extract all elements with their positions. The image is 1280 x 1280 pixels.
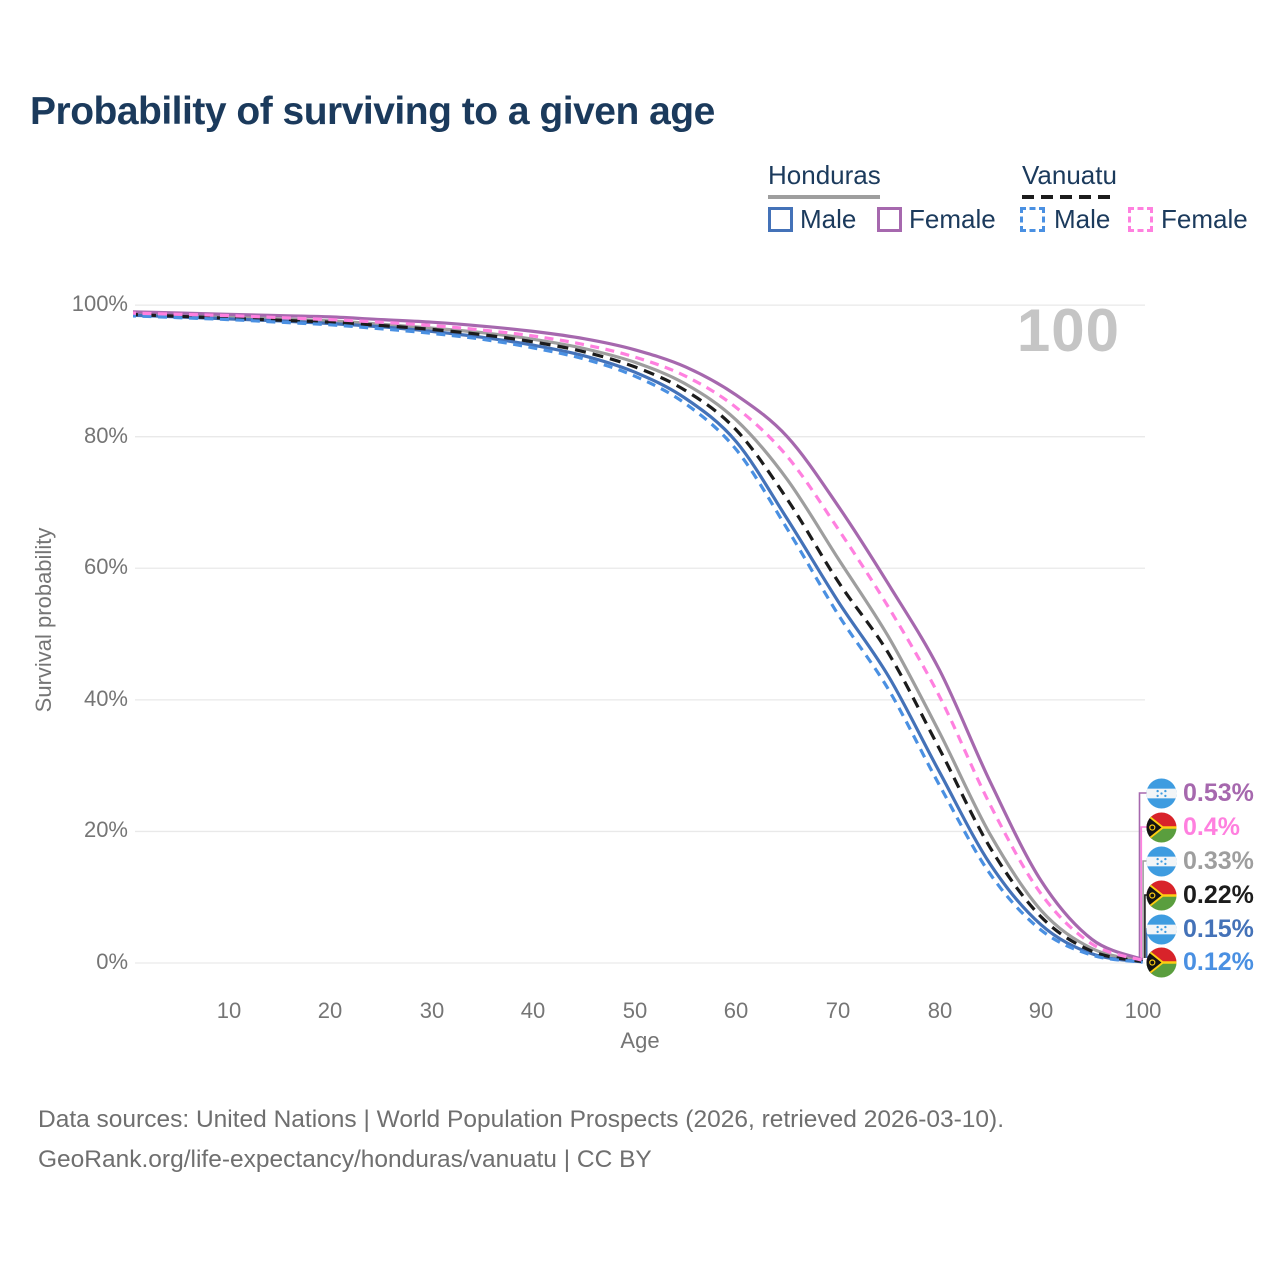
vanuatu-flag-icon [1146, 879, 1177, 911]
series-line-honduras-female[interactable] [127, 310, 1144, 962]
end-value: 0.12% [1183, 947, 1254, 976]
y-tick-80: 80% [83, 423, 128, 448]
x-tick-40: 40 [520, 998, 546, 1023]
legend-group-honduras[interactable]: Honduras [768, 160, 881, 190]
y-axis-title: Survival probability [31, 527, 56, 713]
legend-label-honduras-male[interactable]: Male [800, 204, 857, 234]
age-watermark: 100 [1016, 297, 1120, 364]
legend-swatch-vanuatu-female[interactable] [1128, 207, 1153, 232]
x-tick-60: 60 [723, 998, 749, 1023]
x-tick-80: 80 [927, 998, 953, 1023]
end-label-connector [1138, 792, 1148, 958]
series-line-vanuatu-both-sexes[interactable] [127, 312, 1144, 964]
legend-swatch-honduras-female[interactable] [877, 207, 902, 232]
attribution-line: GeoRank.org/life-expectancy/honduras/van… [38, 1146, 652, 1173]
legend-label-honduras-female[interactable]: Female [909, 204, 996, 234]
honduras-flag-icon [1146, 913, 1177, 945]
end-label-row: 0.15% [1146, 913, 1254, 945]
x-tick-10: 10 [216, 998, 242, 1023]
end-value: 0.53% [1183, 778, 1254, 807]
end-value: 0.15% [1183, 914, 1254, 943]
x-tick-50: 50 [622, 998, 648, 1023]
honduras-flag-icon [1146, 845, 1177, 877]
legend-label-vanuatu-female[interactable]: Female [1161, 204, 1248, 234]
honduras-solid-line-sample [768, 195, 880, 199]
legend-group-vanuatu[interactable]: Vanuatu [1022, 160, 1117, 190]
vanuatu-dashed-line-sample [1022, 195, 1117, 199]
x-tick-70: 70 [825, 998, 851, 1023]
vanuatu-flag-icon [1146, 811, 1177, 843]
y-tick-20: 20% [83, 817, 128, 842]
page-title: Probability of surviving to a given age [30, 90, 715, 133]
vanuatu-flag-icon [1146, 946, 1177, 978]
x-tick-30: 30 [419, 998, 445, 1023]
end-label-connector [1142, 860, 1148, 958]
y-tick-0: 0% [96, 949, 128, 974]
end-value: 0.22% [1183, 880, 1254, 909]
x-tick-100: 100 [1124, 998, 1162, 1023]
legend-swatch-honduras-male[interactable] [768, 207, 793, 232]
legend-label-vanuatu-male[interactable]: Male [1054, 204, 1111, 234]
y-tick-40: 40% [83, 686, 128, 711]
end-label-row: 0.33% [1146, 845, 1254, 877]
series-line-honduras-male[interactable] [127, 313, 1143, 964]
end-label-row: 0.12% [1146, 946, 1254, 978]
y-tick-60: 60% [83, 554, 128, 579]
y-tick-100: 100% [71, 291, 128, 316]
x-tick-90: 90 [1028, 998, 1054, 1023]
honduras-flag-icon [1146, 777, 1177, 809]
series-line-vanuatu-female[interactable] [127, 311, 1144, 962]
x-tick-20: 20 [317, 998, 343, 1023]
legend-swatch-vanuatu-male[interactable] [1020, 207, 1045, 232]
series-line-vanuatu-male[interactable] [127, 314, 1143, 964]
end-label-row: 0.22% [1146, 879, 1254, 911]
end-label-row: 0.4% [1146, 811, 1240, 843]
end-value: 0.4% [1183, 812, 1240, 841]
x-axis-title: Age [620, 1028, 660, 1053]
end-value: 0.33% [1183, 846, 1254, 875]
data-sources-line: Data sources: United Nations | World Pop… [38, 1106, 1005, 1133]
end-label-row: 0.53% [1146, 777, 1254, 809]
end-label-connector [1140, 826, 1148, 958]
